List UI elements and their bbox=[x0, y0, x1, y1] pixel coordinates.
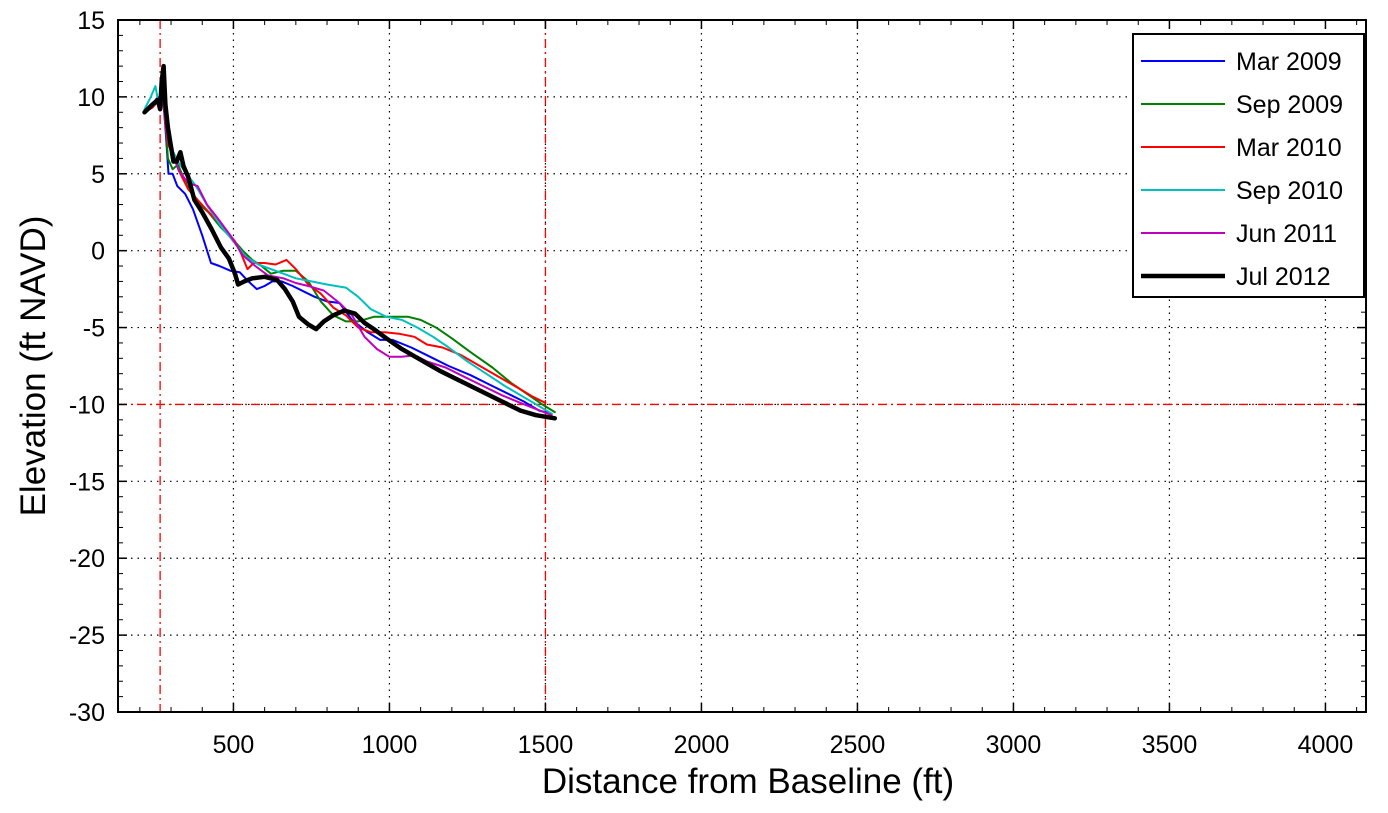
reference-lines bbox=[118, 20, 1366, 712]
legend-label-sep-2009: Sep 2009 bbox=[1236, 91, 1343, 119]
y-tick-label: -10 bbox=[69, 391, 105, 419]
series-line-mar-2009 bbox=[143, 88, 553, 415]
x-tick-label: 1500 bbox=[518, 731, 574, 759]
y-tick-label: 10 bbox=[77, 84, 105, 112]
y-tick-label: 0 bbox=[91, 238, 105, 266]
series-line-sep-2009 bbox=[143, 83, 556, 414]
y-tick-label: -20 bbox=[69, 545, 105, 573]
x-tick-label: 500 bbox=[213, 731, 255, 759]
x-tick-label: 1000 bbox=[362, 731, 418, 759]
y-tick-label: 15 bbox=[77, 7, 105, 35]
y-tick-label: 5 bbox=[91, 161, 105, 189]
x-tick-label: 2000 bbox=[674, 731, 730, 759]
y-tick-label: -5 bbox=[83, 315, 105, 343]
legend: Mar 2009 Sep 2009 Mar 2010 Sep 2010 Jun 2011… bbox=[1132, 33, 1365, 298]
legend-label-jul-2012: Jul 2012 bbox=[1236, 263, 1331, 291]
y-tick-label: -30 bbox=[69, 699, 105, 727]
x-tick-label: 4000 bbox=[1298, 731, 1354, 759]
y-tick-label: -25 bbox=[69, 622, 105, 650]
x-tick-labels: 500 1000 1500 2000 2500 3000 3500 4000 bbox=[213, 731, 1354, 759]
y-tick-labels: 15 10 5 0 -5 -10 -15 -20 -25 -30 bbox=[69, 7, 105, 727]
legend-label-jun-2011: Jun 2011 bbox=[1236, 220, 1337, 248]
y-tick-label: -15 bbox=[69, 468, 105, 496]
legend-label-mar-2010: Mar 2010 bbox=[1236, 134, 1342, 162]
legend-label-mar-2009: Mar 2009 bbox=[1236, 48, 1342, 76]
x-tick-label: 2500 bbox=[830, 731, 886, 759]
x-tick-label: 3000 bbox=[986, 731, 1042, 759]
legend-label-sep-2010: Sep 2010 bbox=[1236, 177, 1343, 205]
x-tick-label: 3500 bbox=[1142, 731, 1198, 759]
series-line-jul-2012 bbox=[142, 63, 558, 421]
y-axis-title: Elevation (ft NAVD) bbox=[14, 216, 53, 517]
series-lines bbox=[142, 63, 558, 421]
plot-frame bbox=[117, 19, 1367, 713]
legend-box bbox=[1132, 33, 1365, 298]
x-axis-title: Distance from Baseline (ft) bbox=[542, 762, 954, 801]
